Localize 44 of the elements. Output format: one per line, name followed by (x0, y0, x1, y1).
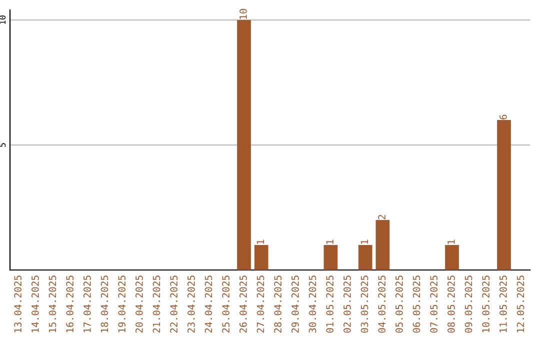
x-tick-label: 25.04.2025 (222, 276, 230, 333)
x-tick-label: 26.04.2025 (239, 276, 247, 333)
x-tick-label: 20.04.2025 (135, 276, 143, 333)
x-tick-label: 27.04.2025 (256, 276, 264, 333)
x-tick-label: 08.05.2025 (447, 276, 455, 333)
x-tick-label: 23.04.2025 (187, 276, 195, 333)
x-tick-label: 07.05.2025 (430, 276, 438, 333)
x-tick-label: 13.04.2025 (14, 276, 22, 332)
x-tick-label: 19.04.2025 (118, 276, 126, 332)
bar (358, 245, 372, 270)
x-tick-label: 02.05.2025 (343, 276, 351, 333)
x-tick-label: 29.04.2025 (291, 276, 299, 333)
bar (445, 245, 459, 270)
data-label: 1 (448, 240, 455, 244)
data-label: 2 (378, 214, 386, 220)
x-tick-label: 10.05.2025 (482, 276, 490, 332)
x-tick-label: 14.04.2025 (31, 276, 39, 332)
x-tick-label: 05.05.2025 (395, 276, 403, 333)
x-tick-label: 16.04.2025 (66, 276, 74, 332)
data-label: 6 (499, 114, 507, 120)
x-tick-label: 03.05.2025 (360, 276, 368, 333)
bar (324, 245, 338, 270)
data-label: 1 (326, 240, 334, 244)
bar (254, 245, 268, 270)
x-tick-label: 24.04.2025 (204, 276, 212, 333)
data-label: 10 (239, 8, 247, 19)
x-tick-label: 18.04.2025 (100, 276, 108, 332)
x-tick-label: 22.04.2025 (170, 276, 178, 333)
bar (376, 220, 390, 270)
x-tick-label: 11.05.2025 (499, 276, 507, 332)
x-tick-label: 15.04.2025 (48, 276, 56, 332)
data-label: 1 (360, 240, 368, 244)
x-tick-label: 01.05.2025 (326, 276, 334, 333)
x-tick-label: 30.04.2025 (308, 276, 316, 333)
x-tick-label: 04.05.2025 (378, 276, 386, 333)
data-label: 1 (256, 240, 264, 244)
x-tick-label: 28.04.2025 (274, 276, 282, 333)
bar (237, 20, 251, 270)
x-tick-label: 21.04.2025 (152, 276, 160, 333)
x-tick-label: 12.05.2025 (516, 276, 524, 332)
x-tick-label: 17.04.2025 (83, 276, 91, 332)
x-tick-label: 06.05.2025 (412, 276, 420, 333)
bar (497, 120, 511, 270)
x-tick-label: 09.05.2025 (464, 276, 472, 333)
